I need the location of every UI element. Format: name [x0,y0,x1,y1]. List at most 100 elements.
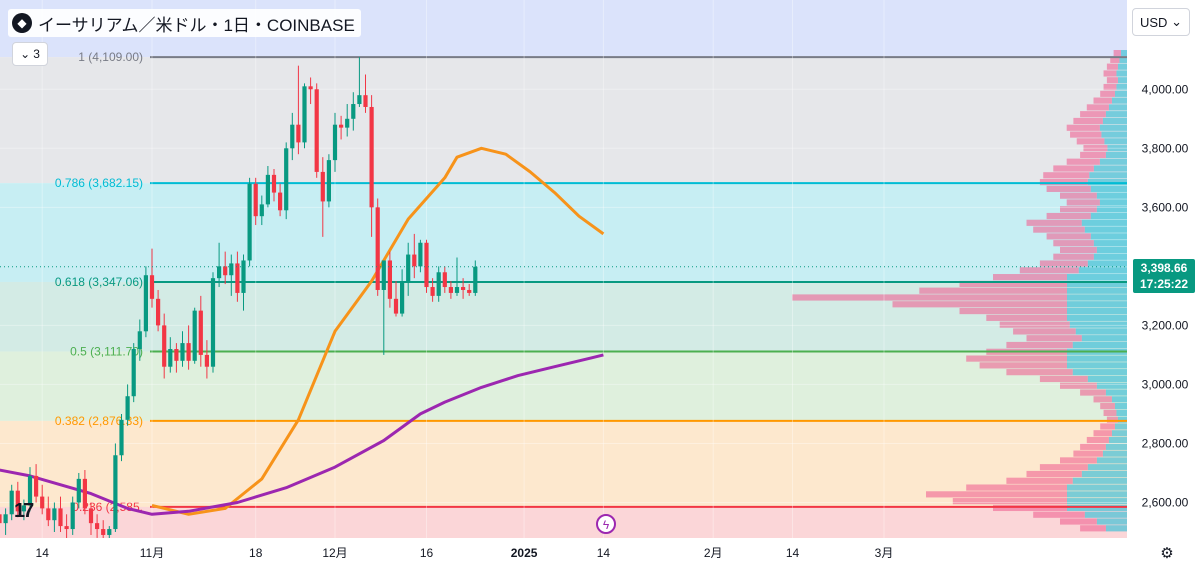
candle-body [278,192,283,211]
volume-profile-bar-up [1067,307,1127,315]
volume-profile-bar-up [1105,525,1127,532]
y-tick-label: 2,800.00 [1142,436,1189,450]
candle-body [162,325,167,367]
volume-profile-bar-down [1006,341,1073,349]
volume-profile-bar-down [1026,470,1082,478]
candle [186,325,191,370]
candle-body [137,331,142,350]
candle [357,57,362,107]
volume-profile-bar-down [926,491,1067,498]
volume-profile-bar-down [1060,206,1097,213]
bar-countdown: 17:25:22 [1139,277,1189,291]
fib-level-label: 0.786 (3,682.15) [55,176,143,190]
volume-profile-bar-down [993,274,1067,281]
volume-profile-bar-down [1066,158,1100,165]
volume-profile-bar-up [1102,450,1127,457]
volume-profile-bar-up [1105,389,1127,396]
candle [125,384,130,426]
candle-body [363,95,368,107]
candle-body [95,523,100,530]
candle-body [101,529,106,535]
candle-body [326,160,331,202]
candle-body [424,242,429,288]
currency-select[interactable]: USD ⌄ [1132,8,1190,36]
candle-body [393,298,399,314]
candle-body [9,490,14,515]
volume-profile-bar-down [1070,131,1102,138]
candle [192,307,197,364]
fib-level-label: 0.382 (2,876.33) [55,414,143,428]
candle-body [113,455,118,530]
candle [95,514,100,538]
candle [180,331,185,367]
candle [113,443,118,532]
volume-profile-bar-up [1072,341,1127,349]
volume-profile-bar-down [1080,525,1106,532]
volume-profile-bar-down [1106,63,1118,70]
candle-body [192,310,197,361]
x-tick-label: 14 [597,546,611,560]
candle [76,472,81,509]
candle [412,233,417,279]
candle-body [15,490,20,512]
volume-profile-bar-up [1067,498,1127,505]
volume-profile-bar-down [919,287,1067,294]
candle [290,112,295,161]
candle-body [107,529,112,535]
candle [253,177,258,226]
volume-profile-bar-up [1093,240,1127,247]
candle-body [345,118,350,128]
candle [241,254,246,311]
candle-body [339,124,344,128]
volume-profile-bar-down [1060,246,1097,254]
volume-profile-bar-up [1090,212,1127,220]
candle [375,198,380,296]
y-tick-label: 3,200.00 [1142,318,1189,332]
volume-profile-bar-up [1116,83,1127,91]
candle-body [119,419,124,456]
candle [296,65,301,155]
candle-body [454,287,460,293]
candle-body [204,354,209,367]
candle-body [82,478,87,509]
candle-body [40,496,45,509]
candle-body [332,124,338,161]
volume-profile-bar-up [1096,382,1127,389]
candle-body [21,505,26,512]
candle [198,295,203,367]
volume-profile-bar-down [1039,260,1088,267]
volume-profile-bar-down [1046,212,1091,220]
candle [278,183,283,217]
volume-profile-bar-down [1053,253,1094,260]
volume-profile-bar-up [1067,504,1127,512]
candle [58,496,63,532]
candle [302,83,307,149]
indicator-toggle-button[interactable]: ⌄ 3 [12,42,48,66]
candle [137,319,142,361]
candle-body [284,148,289,211]
last-price-tag: 3,398.66 17:25:22 [1133,259,1195,293]
volume-profile-bar-up [1111,97,1127,104]
candle [400,269,405,317]
candle-body [381,260,386,290]
volume-profile-bar-up [1087,464,1127,471]
time-axis [0,538,1127,567]
candle-body [290,124,295,149]
volume-profile-bar-up [1096,192,1127,199]
candle-body [180,343,185,361]
gear-icon[interactable]: ⚙ [1160,545,1174,562]
candle-body [76,478,81,503]
tradingview-logo[interactable]: 17 [14,500,34,522]
volume-profile-bar-down [1060,382,1097,389]
x-tick-label: 3月 [875,546,894,560]
volume-profile-bar-up [1114,90,1127,97]
volume-profile-bar-up [1067,287,1127,294]
candle-body [186,343,191,361]
last-price: 3,398.66 [1140,261,1188,275]
volume-profile-bar-down [1073,450,1103,457]
volume-profile-bar-down [1039,464,1088,471]
flash-icon[interactable]: ϟ [596,514,616,534]
symbol-title-bar[interactable]: ◆ イーサリアム／米ドル・1日・COINBASE [8,9,361,37]
